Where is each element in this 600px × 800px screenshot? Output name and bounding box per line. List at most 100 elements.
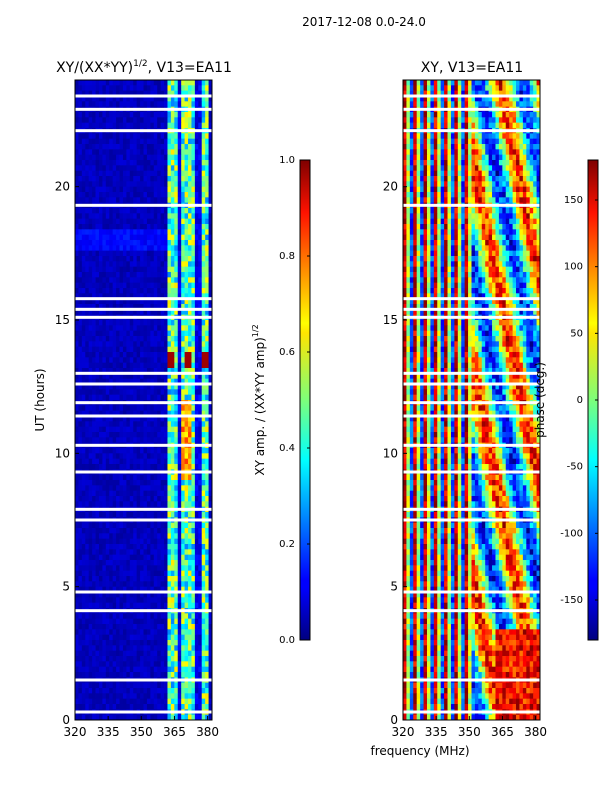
amplitude-cell: [198, 688, 203, 694]
amplitude-cell: [126, 624, 131, 630]
amplitude-cell: [75, 432, 79, 438]
amplitude-cell: [75, 586, 79, 593]
amplitude-cell: [164, 592, 168, 598]
amplitude-cell: [95, 464, 100, 470]
amplitude-cell: [160, 581, 165, 588]
amplitude-cell: [181, 266, 185, 273]
amplitude-cell: [122, 357, 127, 364]
amplitude-cell: [140, 448, 144, 454]
amplitude-cell: [75, 416, 79, 422]
amplitude-cell: [129, 474, 134, 481]
amplitude-cell: [170, 133, 175, 140]
amplitude-cell: [177, 341, 182, 348]
amplitude-cell: [140, 176, 144, 182]
amplitude-cell: [188, 256, 192, 262]
amplitude-cell: [153, 138, 158, 145]
amplitude-cell: [75, 384, 79, 390]
amplitude-cell: [164, 410, 168, 417]
amplitude-cell: [164, 650, 168, 657]
amplitude-cell: [133, 656, 138, 662]
amplitude-cell: [170, 245, 175, 252]
amplitude-cell: [88, 80, 93, 86]
amplitude-cell: [140, 432, 144, 438]
amplitude-cell: [150, 592, 155, 598]
amplitude-cell: [136, 416, 141, 422]
amplitude-cell: [164, 501, 168, 508]
amplitude-cell: [198, 421, 203, 428]
amplitude-cell: [133, 165, 138, 172]
amplitude-cell: [98, 464, 103, 470]
amplitude-cell: [174, 208, 179, 214]
amplitude-cell: [95, 186, 100, 193]
amplitude-cell: [150, 256, 155, 262]
amplitude-cell: [174, 170, 179, 177]
amplitude-cell: [119, 368, 124, 374]
amplitude-cell: [181, 565, 185, 572]
amplitude-cell: [198, 618, 203, 625]
amplitude-cell: [184, 496, 189, 502]
amplitude-cell: [81, 629, 86, 636]
amplitude-cell: [177, 549, 182, 556]
amplitude-cell: [208, 320, 212, 326]
amplitude-cell: [105, 256, 110, 262]
amplitude-cell: [129, 496, 134, 502]
phase-cell: [485, 80, 490, 86]
amplitude-cell: [122, 256, 127, 262]
amplitude-cell: [105, 117, 110, 124]
amplitude-cell: [181, 112, 185, 118]
amplitude-cell: [88, 624, 93, 630]
amplitude-cell: [78, 474, 83, 481]
amplitude-cell: [188, 250, 192, 257]
amplitude-cell: [208, 165, 212, 172]
amplitude-cell: [181, 528, 185, 534]
amplitude-cell: [191, 458, 196, 465]
amplitude-cell: [140, 485, 144, 492]
amplitude-cell: [136, 192, 141, 198]
amplitude-cell: [170, 234, 175, 241]
amplitude-cell: [201, 336, 206, 342]
amplitude-cell: [157, 602, 162, 609]
amplitude-cell: [146, 197, 151, 204]
phase-cell: [533, 90, 537, 97]
amplitude-cell: [95, 613, 100, 620]
amplitude-cell: [201, 693, 206, 700]
amplitude-cell: [181, 320, 185, 326]
amplitude-cell: [194, 208, 199, 214]
amplitude-cell: [105, 181, 110, 188]
amplitude-cell: [194, 640, 199, 646]
amplitude-cell: [98, 656, 103, 662]
amplitude-cell: [92, 336, 96, 342]
amplitude-cell: [75, 346, 79, 353]
amplitude-cell: [174, 586, 179, 593]
amplitude-cell: [143, 602, 148, 609]
amplitude-cell: [160, 208, 165, 214]
amplitude-cell: [95, 197, 100, 204]
amplitude-cell: [150, 672, 155, 678]
amplitude-cell: [126, 117, 131, 124]
amplitude-cell: [78, 597, 83, 604]
amplitude-cell: [126, 485, 131, 492]
amplitude-cell: [75, 645, 79, 652]
amplitude-cell: [122, 122, 127, 129]
amplitude-cell: [119, 240, 124, 246]
amplitude-cell: [174, 298, 179, 305]
amplitude-cell: [78, 576, 83, 582]
amplitude-cell: [153, 650, 158, 657]
amplitude-cell: [184, 554, 189, 561]
amplitude-cell: [170, 336, 175, 342]
amplitude-cell: [191, 426, 196, 433]
amplitude-cell: [78, 149, 83, 156]
amplitude-cell: [181, 501, 185, 508]
amplitude-cell: [136, 560, 141, 566]
amplitude-cell: [105, 149, 110, 156]
phase-cell: [440, 80, 445, 86]
amplitude-cell: [109, 288, 114, 294]
amplitude-cell: [75, 405, 79, 412]
amplitude-cell: [188, 682, 192, 689]
amplitude-cell: [153, 112, 158, 118]
amplitude-cell: [198, 576, 203, 582]
amplitude-cell: [167, 581, 172, 588]
amplitude-cell: [133, 330, 138, 337]
amplitude-cell: [140, 384, 144, 390]
amplitude-cell: [85, 490, 90, 497]
